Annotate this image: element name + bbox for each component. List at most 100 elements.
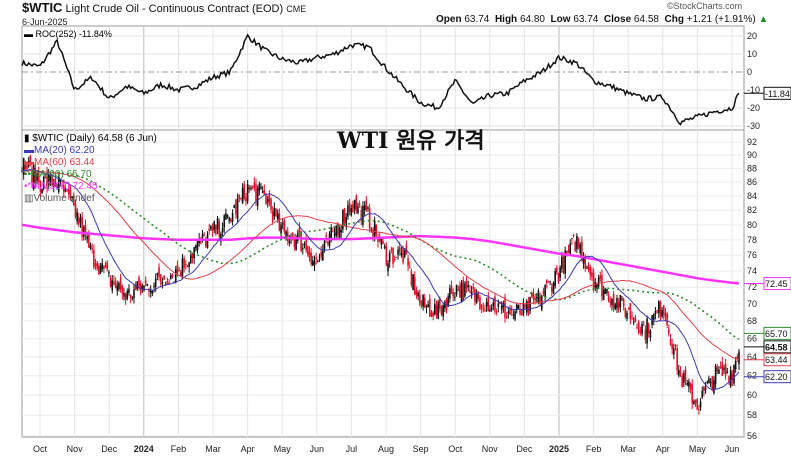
candle-body — [673, 348, 675, 355]
candle-body — [413, 276, 416, 295]
candle-body — [64, 187, 67, 192]
candle-body — [211, 227, 214, 232]
candle-body — [719, 366, 722, 368]
ma60-tag-box — [763, 353, 791, 367]
candle-body — [604, 288, 607, 294]
candle-body — [626, 312, 628, 319]
candle-body — [460, 283, 463, 303]
candle-body — [343, 208, 346, 223]
candle-body — [320, 251, 322, 257]
candle-body — [559, 267, 561, 278]
candle-body — [671, 344, 673, 349]
candle-body — [731, 373, 734, 381]
candle-body — [253, 182, 256, 188]
copyright: ©StockCharts.com — [667, 1, 743, 11]
price-legend-main: $WTIC (Daily) 64.58 (6 Jun) — [32, 133, 157, 144]
candle-body — [668, 328, 670, 335]
candle-body — [136, 281, 139, 289]
candle-body — [146, 284, 149, 286]
candle-body — [134, 284, 137, 291]
chg-label: Chg — [664, 14, 684, 25]
candle-body — [281, 223, 284, 225]
candle-body — [616, 298, 618, 308]
candle-body — [484, 309, 486, 311]
candle-body — [335, 225, 338, 237]
candle-body — [218, 221, 221, 237]
candle-body — [225, 213, 227, 220]
candle-body — [520, 313, 523, 316]
candle-body — [240, 197, 242, 199]
candle-body — [388, 252, 391, 262]
candle-body — [397, 249, 399, 255]
candle-body — [669, 338, 672, 345]
candle-body — [459, 285, 461, 298]
candle-body — [666, 313, 668, 325]
candle-body — [251, 186, 254, 188]
candle-body — [444, 302, 446, 309]
candle-body — [557, 273, 560, 282]
candle-body — [634, 317, 637, 322]
candle-body — [684, 369, 687, 382]
candle-body — [213, 221, 216, 230]
candle-body — [383, 246, 386, 248]
candle-body — [542, 290, 545, 295]
candle-body — [417, 292, 419, 297]
candle-body — [191, 252, 194, 259]
candle-body — [230, 219, 232, 222]
candle-body — [74, 203, 77, 217]
candle-body — [464, 283, 466, 297]
candle-body — [275, 208, 277, 216]
candle-body — [276, 212, 279, 220]
candle-body — [22, 158, 25, 175]
candle-body — [465, 280, 468, 289]
x-tick-label: Dec — [101, 444, 118, 454]
candle-body — [323, 240, 326, 250]
candle-body — [210, 226, 212, 229]
price-y-tick-label: 56 — [747, 431, 757, 441]
candle-body — [549, 281, 551, 283]
candle-body — [422, 295, 424, 307]
x-tick-label: Jun — [310, 444, 325, 454]
candle-body — [584, 258, 587, 269]
candle-body — [736, 356, 739, 359]
price-y-tick-label: 84 — [747, 191, 757, 201]
candle-body — [317, 261, 319, 263]
ma90-legend: MA(90) 65.70 — [31, 169, 92, 180]
x-tick-label: 2025 — [549, 444, 569, 454]
candle-body — [632, 321, 635, 323]
candle-body — [188, 262, 190, 267]
candle-body — [176, 264, 179, 274]
candle-body — [657, 300, 660, 314]
ma20-swatch-icon: ▬ — [24, 145, 34, 156]
candle-body — [659, 302, 662, 317]
candle-body — [544, 284, 546, 298]
candle-body — [547, 281, 550, 283]
candle-body — [300, 231, 302, 251]
candle-body — [534, 297, 536, 301]
roc-y-tick-label: -20 — [747, 103, 760, 113]
candle-body — [56, 187, 58, 189]
candle-body — [525, 301, 528, 312]
candle-body — [310, 252, 312, 265]
ohlc-summary: Open 63.74 High 64.80 Low 63.74 Close 64… — [436, 14, 768, 26]
candle-body — [505, 316, 508, 318]
candle-body — [301, 248, 304, 250]
candle-body — [664, 313, 667, 318]
candle-body — [487, 297, 490, 312]
candle-body — [510, 309, 513, 311]
candle-body — [44, 176, 47, 178]
candle-body — [166, 281, 169, 284]
candle-body — [280, 224, 282, 234]
candle-body — [36, 175, 38, 181]
candle-body — [89, 245, 92, 249]
candle-body — [579, 244, 582, 254]
candle-body — [662, 305, 665, 315]
candle-body — [367, 207, 369, 209]
roc-y-tick-label: -10 — [747, 85, 760, 95]
candle-body — [236, 198, 239, 219]
candle-body — [497, 303, 500, 307]
candle-body — [144, 280, 147, 284]
candle-body — [435, 305, 438, 316]
price-y-tick-label: 82 — [747, 205, 757, 215]
candle-body — [474, 289, 476, 302]
